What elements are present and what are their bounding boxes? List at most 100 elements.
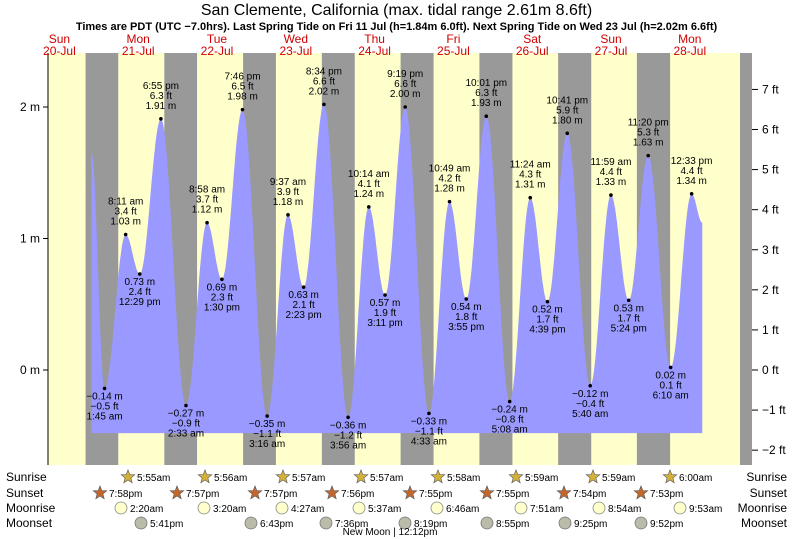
day-date: 28-Jul <box>673 44 706 58</box>
extreme-point <box>403 105 408 109</box>
day-date: 21-Jul <box>122 44 155 58</box>
sun-icon <box>556 484 572 500</box>
extreme-label: 0.52 m <box>532 305 563 316</box>
day-dow: Sun <box>600 32 621 46</box>
extreme-label: 0.73 m <box>124 277 155 288</box>
moonrise-icon <box>352 501 366 515</box>
right-tick-label: −1 ft <box>762 403 786 417</box>
sun-icon <box>169 484 185 500</box>
row-label-right: Sunrise <box>746 470 787 484</box>
chart-title: San Clemente, California (max. tidal ran… <box>200 2 593 19</box>
extreme-label: −0.8 ft <box>496 415 524 426</box>
extreme-label: 1.12 m <box>192 205 223 216</box>
sun-icon <box>402 484 418 500</box>
moonset-time: 7:36pm <box>335 519 368 530</box>
extreme-label: 1.8 ft <box>455 312 477 323</box>
moonrise-time: 5:37am <box>368 504 401 515</box>
extreme-label: 3:16 am <box>249 439 285 450</box>
extreme-label: −0.5 ft <box>91 401 119 412</box>
extreme-label: 1.7 ft <box>618 313 640 324</box>
extreme-label: 1.7 ft <box>536 315 558 326</box>
sun-icon <box>120 468 136 484</box>
day-dow: Sun <box>49 32 70 46</box>
extreme-point <box>626 298 631 303</box>
moonrise-icon <box>430 501 444 515</box>
sunset-time: 7:57pm <box>264 489 297 500</box>
moon-phase-label: New Moon | 12:12pm <box>343 527 438 538</box>
right-tick-label: 2 ft <box>762 283 779 297</box>
day-date: 23-Jul <box>279 44 312 58</box>
sunrise-time: 5:58am <box>447 473 480 484</box>
extreme-label: −0.14 m <box>86 391 122 402</box>
sun-icon <box>92 484 108 500</box>
moonrise-icon <box>275 501 289 515</box>
extreme-label: 8:11 am <box>108 197 143 208</box>
extreme-point <box>383 293 387 297</box>
sunset-time: 7:55pm <box>496 489 529 500</box>
row-label-left: Sunrise <box>6 470 47 484</box>
extreme-label: 3:56 am <box>330 440 366 451</box>
moonrise-icon <box>197 501 211 515</box>
extreme-label: 4.3 ft <box>519 170 541 181</box>
row-label-left: Moonset <box>6 516 53 530</box>
chart-subtitle: Times are PDT (UTC −7.0hrs). Last Spring… <box>75 21 718 33</box>
extreme-point <box>240 107 245 112</box>
extreme-label: 11:59 am <box>590 157 631 168</box>
extreme-point <box>484 114 489 119</box>
extreme-point <box>205 220 209 225</box>
sun-icon <box>353 468 369 484</box>
extreme-point <box>689 191 694 196</box>
extreme-label: 11:24 am <box>510 160 551 171</box>
extreme-label: 6.6 ft <box>313 76 335 87</box>
extreme-point <box>346 415 350 420</box>
sun-icon <box>430 468 446 484</box>
extreme-label: 0.69 m <box>207 282 238 293</box>
extreme-label: 2.4 ft <box>129 287 151 298</box>
extreme-label: 8:34 pm <box>306 66 342 77</box>
row-label-left: Moonrise <box>6 501 56 515</box>
extreme-label: 0.1 ft <box>660 380 682 391</box>
sun-icon <box>662 468 678 484</box>
extreme-label: 3.7 ft <box>196 195 218 206</box>
day-dow: Sat <box>523 32 542 46</box>
extreme-point <box>184 403 188 408</box>
day-dow: Mon <box>127 32 150 46</box>
extreme-label: 9:37 am <box>270 177 306 188</box>
moonset-time: 5:41pm <box>150 519 183 530</box>
moonset-time: 6:43pm <box>260 519 293 530</box>
extreme-point <box>447 199 452 204</box>
right-tick-label: 7 ft <box>762 82 779 96</box>
extreme-point <box>588 383 593 388</box>
extreme-label: 1.18 m <box>273 197 304 208</box>
extreme-label: 5:08 am <box>492 425 528 436</box>
extreme-label: −0.33 m <box>411 416 447 427</box>
extreme-label: 4.1 ft <box>358 179 380 190</box>
moonset-time: 9:52pm <box>650 519 683 530</box>
row-label-right: Moonset <box>741 516 788 530</box>
extreme-point <box>265 414 269 418</box>
tide-extreme-labels: −0.14 m−0.5 ft1:45 am 8:11 am3.4 ft1.03 m… <box>86 66 712 451</box>
sun-icon <box>508 468 524 484</box>
extreme-label: 0.63 m <box>288 290 319 301</box>
sunset-time: 7:57pm <box>186 489 219 500</box>
moonset-icon <box>244 516 258 530</box>
extreme-label: 1:45 am <box>86 411 122 422</box>
extreme-label: −1.2 ft <box>334 430 362 441</box>
extreme-point <box>159 117 163 121</box>
sunset-time: 7:53pm <box>650 489 683 500</box>
extreme-label: 4.4 ft <box>680 166 702 177</box>
extreme-label: 1.98 m <box>227 92 258 103</box>
sun-icon <box>585 468 601 484</box>
moonset-time: 8:19pm <box>414 519 447 530</box>
extreme-point <box>545 299 550 304</box>
extreme-label: 1.24 m <box>353 189 384 200</box>
right-tick-label: 4 ft <box>762 203 779 217</box>
extreme-label: −1.1 ft <box>415 426 443 437</box>
extreme-label: 3.9 ft <box>277 187 299 198</box>
sunrise-time: 5:59am <box>525 473 558 484</box>
right-tick-label: 1 ft <box>762 323 779 337</box>
extreme-label: 12:33 pm <box>671 156 713 167</box>
extreme-label: 1.34 m <box>676 176 707 187</box>
extreme-label: 2.00 m <box>390 89 421 100</box>
